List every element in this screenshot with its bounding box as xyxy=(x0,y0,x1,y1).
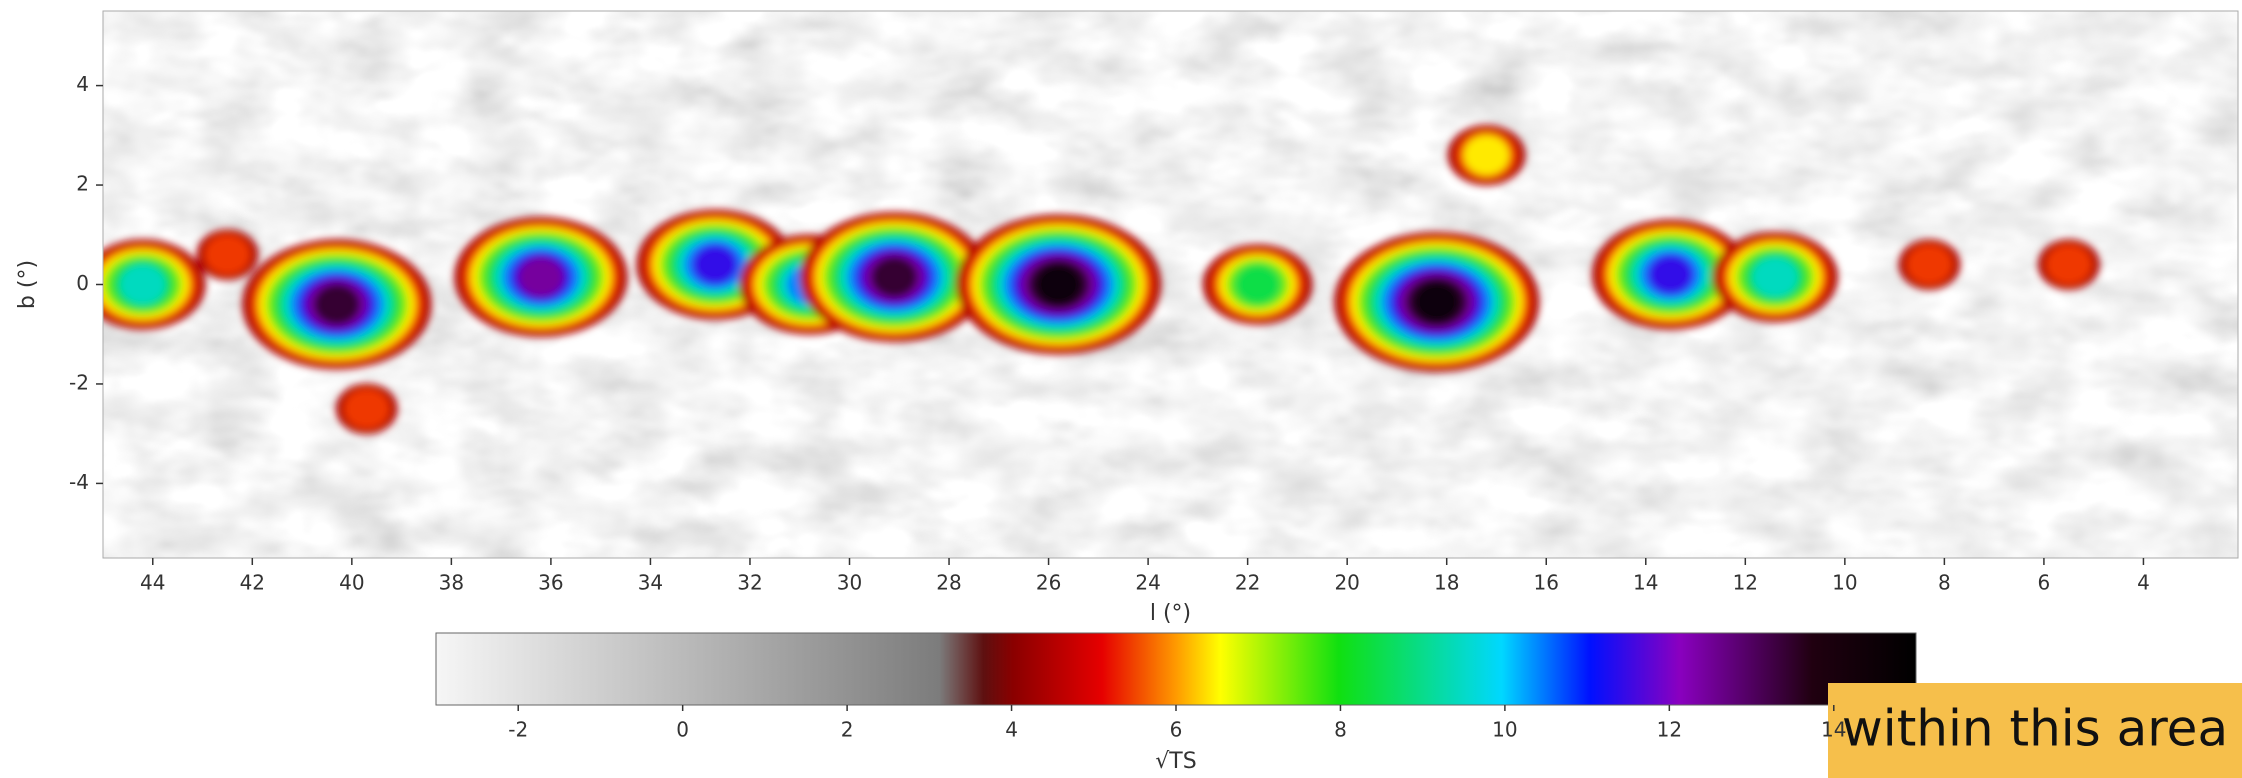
x-tick-label: 44 xyxy=(140,571,165,595)
colorbar-tick-label: 4 xyxy=(1005,718,1018,742)
annotation: within this area xyxy=(1842,700,2228,758)
y-tick-label: 4 xyxy=(76,72,89,96)
x-tick-label: 38 xyxy=(439,571,464,595)
source xyxy=(956,215,1161,355)
colorbar-tick-label: 0 xyxy=(676,718,689,742)
x-tick-label: 28 xyxy=(936,571,961,595)
x-tick-label: 22 xyxy=(1235,571,1260,595)
y-tick-label: -4 xyxy=(69,470,89,494)
colorbar-tick-label: 2 xyxy=(841,718,854,742)
contour xyxy=(344,389,390,429)
x-tick-label: 14 xyxy=(1633,571,1658,595)
source xyxy=(1448,125,1526,185)
source xyxy=(242,239,431,369)
x-tick-label: 42 xyxy=(240,571,265,595)
source xyxy=(1334,232,1539,372)
y-tick-label: -2 xyxy=(69,370,89,394)
source xyxy=(197,229,259,279)
x-tick-label: 8 xyxy=(1938,571,1951,595)
contour xyxy=(204,234,250,274)
x-tick-label: 24 xyxy=(1135,571,1160,595)
contour xyxy=(314,284,360,324)
contour xyxy=(518,257,564,297)
contour xyxy=(2046,244,2092,284)
colorbar-tick-label: 14 xyxy=(1821,718,1846,742)
colorbar-tick-label: 6 xyxy=(1170,718,1183,742)
y-tick-label: 0 xyxy=(76,271,89,295)
page: {"chart_data": {"type": "heatmap", "x_la… xyxy=(0,0,2242,778)
colorbar xyxy=(436,633,1916,705)
x-tick-label: 20 xyxy=(1334,571,1359,595)
x-tick-label: 32 xyxy=(737,571,762,595)
colorbar-tick-label: 8 xyxy=(1334,718,1347,742)
colorbar-tick-label: -2 xyxy=(508,718,528,742)
x-tick-label: 18 xyxy=(1434,571,1459,595)
y-tick-label: 2 xyxy=(76,172,89,196)
x-axis-label: l (°) xyxy=(1150,601,1191,626)
x-tick-label: 16 xyxy=(1534,571,1559,595)
contour xyxy=(1235,264,1281,304)
source xyxy=(1899,239,1961,289)
contour xyxy=(120,264,166,304)
contour xyxy=(692,244,738,284)
x-tick-label: 10 xyxy=(1832,571,1857,595)
x-tick-label: 40 xyxy=(339,571,364,595)
colorbar-tick-label: 12 xyxy=(1657,718,1682,742)
x-tick-label: 4 xyxy=(2137,571,2150,595)
x-tick-label: 26 xyxy=(1036,571,1061,595)
x-tick-label: 6 xyxy=(2038,571,2051,595)
x-tick-label: 36 xyxy=(538,571,563,595)
colorbar-tick-label: 10 xyxy=(1492,718,1517,742)
contour xyxy=(1752,257,1798,297)
chart: l (°) b (°) √TS within this area 4442403… xyxy=(0,0,2242,778)
contour xyxy=(1648,254,1694,294)
contour xyxy=(1464,135,1510,175)
contour xyxy=(871,257,917,297)
source xyxy=(454,217,627,337)
contour xyxy=(1414,282,1460,322)
x-tick-label: 30 xyxy=(837,571,862,595)
source xyxy=(1712,232,1838,322)
source xyxy=(2038,239,2100,289)
y-axis-label: b (°) xyxy=(15,260,40,309)
colorbar-label: √TS xyxy=(1155,749,1196,774)
contour xyxy=(1906,244,1952,284)
x-tick-label: 12 xyxy=(1733,571,1758,595)
contour xyxy=(1036,264,1082,304)
x-tick-label: 34 xyxy=(638,571,663,595)
source xyxy=(336,384,398,434)
source xyxy=(1203,244,1313,324)
